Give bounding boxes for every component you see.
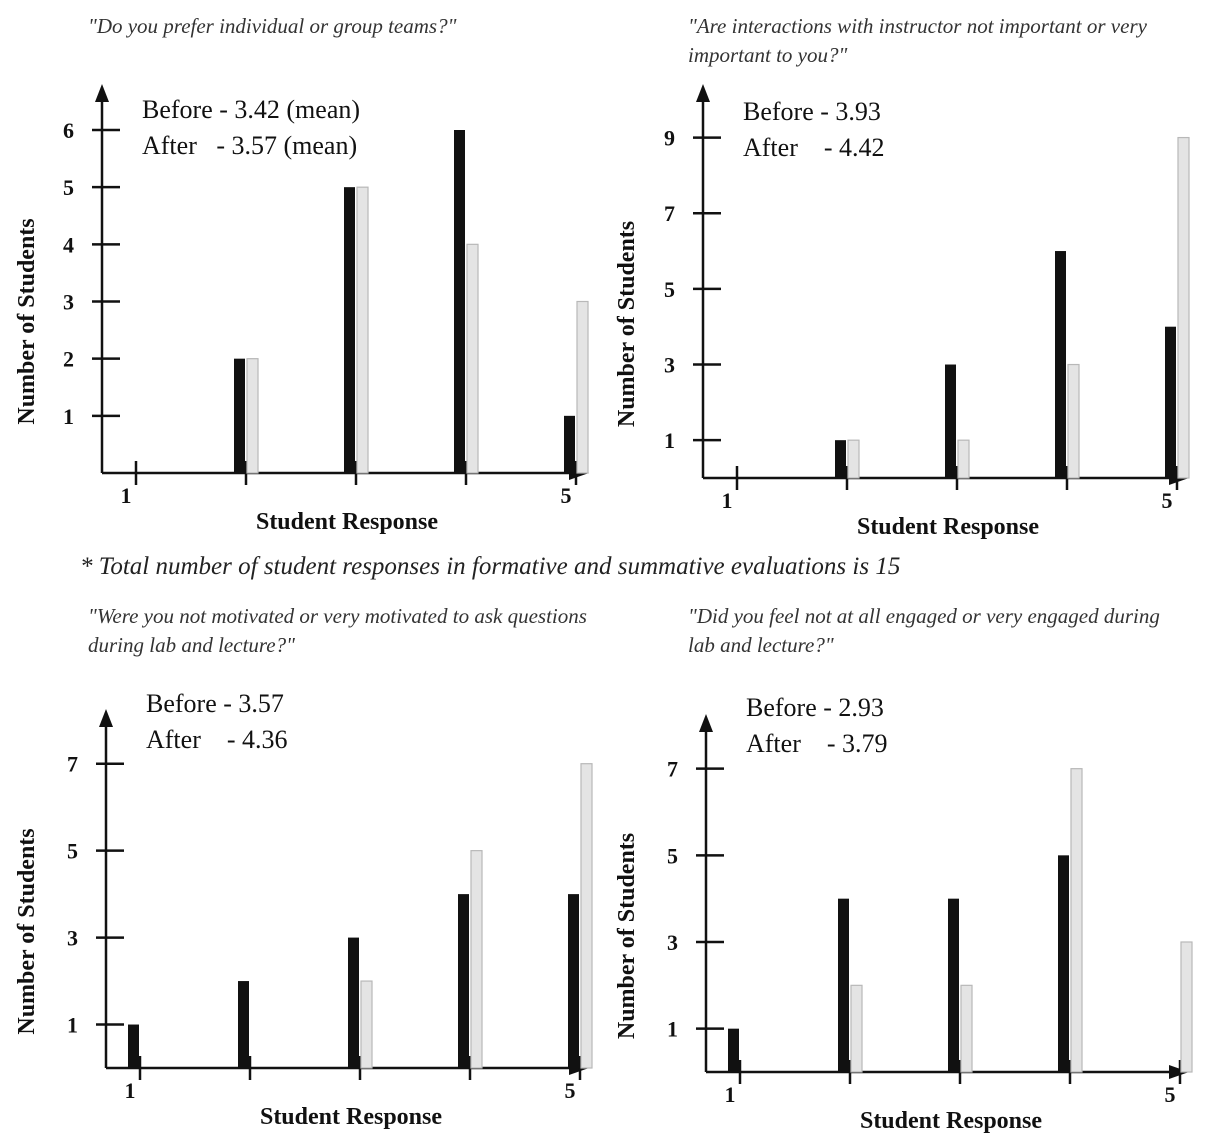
x-tick-label: 5 — [565, 1078, 576, 1103]
question-text: "Do you prefer individual or group teams… — [88, 14, 457, 38]
before-stat-text: Before - 3.42 (mean) — [142, 95, 360, 124]
chart-panel-motivation: "Were you not motivated or very motivate… — [0, 590, 600, 1140]
y-tick-label: 9 — [664, 126, 675, 151]
bar-before — [1165, 326, 1176, 478]
y-tick-label: 5 — [667, 843, 678, 868]
after-stat-text: After - 3.79 — [746, 729, 888, 758]
bar-before — [835, 440, 846, 478]
x-tick-label: 5 — [1165, 1082, 1176, 1107]
x-axis-title: Student Response — [860, 1108, 1042, 1134]
x-tick-label: 1 — [722, 488, 733, 513]
bar-before — [728, 1028, 739, 1072]
bar-after — [957, 439, 970, 479]
question-text: "Are interactions with instructor not im… — [688, 14, 1147, 67]
bar-before — [344, 187, 355, 473]
bar-before — [1055, 251, 1066, 478]
bar-after — [1177, 136, 1190, 479]
bar-before — [948, 898, 959, 1072]
bar-chart-engagement: 1 3 5 7 1 5 Student Response Number of Students… — [614, 693, 1193, 1134]
y-tick-label: 5 — [67, 839, 78, 864]
bar-before — [945, 364, 956, 478]
y-tick-label: 3 — [67, 926, 78, 951]
chart-panel-teams: "Do you prefer individual or group teams… — [0, 0, 600, 535]
bar-before — [1058, 855, 1069, 1072]
bar-chart-teams: 1 2 3 4 5 6 1 5 Student Response Number of Studen… — [14, 84, 589, 535]
y-tick-label: 2 — [63, 347, 74, 372]
bar-after — [470, 850, 483, 1069]
y-tick-label: 4 — [63, 232, 74, 257]
x-tick-label: 5 — [1162, 488, 1173, 513]
footnote: * Total number of student responses in f… — [80, 553, 901, 580]
y-axis-arrow-icon — [95, 84, 109, 102]
bar-before — [348, 937, 359, 1068]
bar-chart-instructor: 1 3 5 7 9 1 5 Student Response Number of Student… — [614, 84, 1190, 540]
y-tick-label: 3 — [63, 290, 74, 315]
after-stat-text: After - 4.42 — [743, 133, 885, 162]
bar-after — [960, 984, 973, 1073]
x-tick-label: 1 — [125, 1078, 136, 1103]
bar-before — [458, 894, 469, 1068]
bar-after — [580, 763, 593, 1069]
before-stat-text: Before - 3.93 — [743, 97, 881, 126]
y-tick-label: 7 — [67, 752, 78, 777]
before-stat-text: Before - 3.57 — [146, 689, 284, 718]
y-tick-label: 5 — [664, 277, 675, 302]
y-tick-label: 1 — [63, 404, 74, 429]
y-axis-title: Number of Students — [14, 218, 40, 424]
bar-chart-motivation: 1 3 5 7 1 5 Student Response Number of Students… — [14, 689, 593, 1130]
y-tick-label: 1 — [667, 1017, 678, 1042]
y-tick-label: 7 — [667, 757, 678, 782]
after-stat-text: After - 3.57 (mean) — [142, 131, 357, 160]
bar-after — [576, 300, 589, 474]
before-stat-text: Before - 2.93 — [746, 693, 884, 722]
y-axis-arrow-icon — [699, 714, 713, 732]
bar-after — [847, 439, 860, 479]
y-axis-title: Number of Students — [614, 221, 640, 427]
y-axis-title: Number of Students — [14, 828, 40, 1034]
bar-after — [1070, 768, 1083, 1073]
question-text: "Did you feel not at all engaged or very… — [688, 604, 1160, 657]
y-axis-arrow-icon — [696, 84, 710, 102]
bar-after — [850, 984, 863, 1073]
bar-before — [234, 358, 245, 473]
y-tick-label: 6 — [63, 118, 74, 143]
x-axis-title: Student Response — [256, 509, 438, 535]
after-stat-text: After - 4.36 — [146, 725, 288, 754]
y-tick-label: 1 — [67, 1013, 78, 1038]
y-axis-arrow-icon — [99, 709, 113, 727]
bar-after — [356, 186, 369, 474]
y-axis-title: Number of Students — [614, 833, 640, 1039]
y-tick-label: 1 — [664, 428, 675, 453]
chart-panel-engagement: "Did you feel not at all engaged or very… — [600, 590, 1200, 1140]
x-tick-label: 1 — [121, 483, 132, 508]
y-tick-label: 3 — [664, 353, 675, 378]
y-tick-label: 5 — [63, 175, 74, 200]
y-tick-label: 3 — [667, 930, 678, 955]
bar-after — [360, 980, 373, 1069]
bar-before — [568, 894, 579, 1068]
x-tick-label: 1 — [725, 1082, 736, 1107]
bar-after — [1067, 363, 1080, 479]
question-text: "Were you not motivated or very motivate… — [88, 604, 587, 657]
x-axis-title: Student Response — [857, 514, 1039, 540]
bar-before — [838, 898, 849, 1072]
bar-before — [238, 981, 249, 1068]
bar-before — [128, 1024, 139, 1068]
bar-after — [466, 243, 479, 474]
x-tick-label: 5 — [561, 483, 572, 508]
bar-after — [1180, 941, 1193, 1073]
y-tick-label: 7 — [664, 201, 675, 226]
bar-before — [454, 130, 465, 473]
chart-panel-instructor: "Are interactions with instructor not im… — [600, 0, 1200, 540]
bar-after — [246, 358, 259, 474]
bar-before — [564, 415, 575, 473]
x-axis-title: Student Response — [260, 1104, 442, 1130]
